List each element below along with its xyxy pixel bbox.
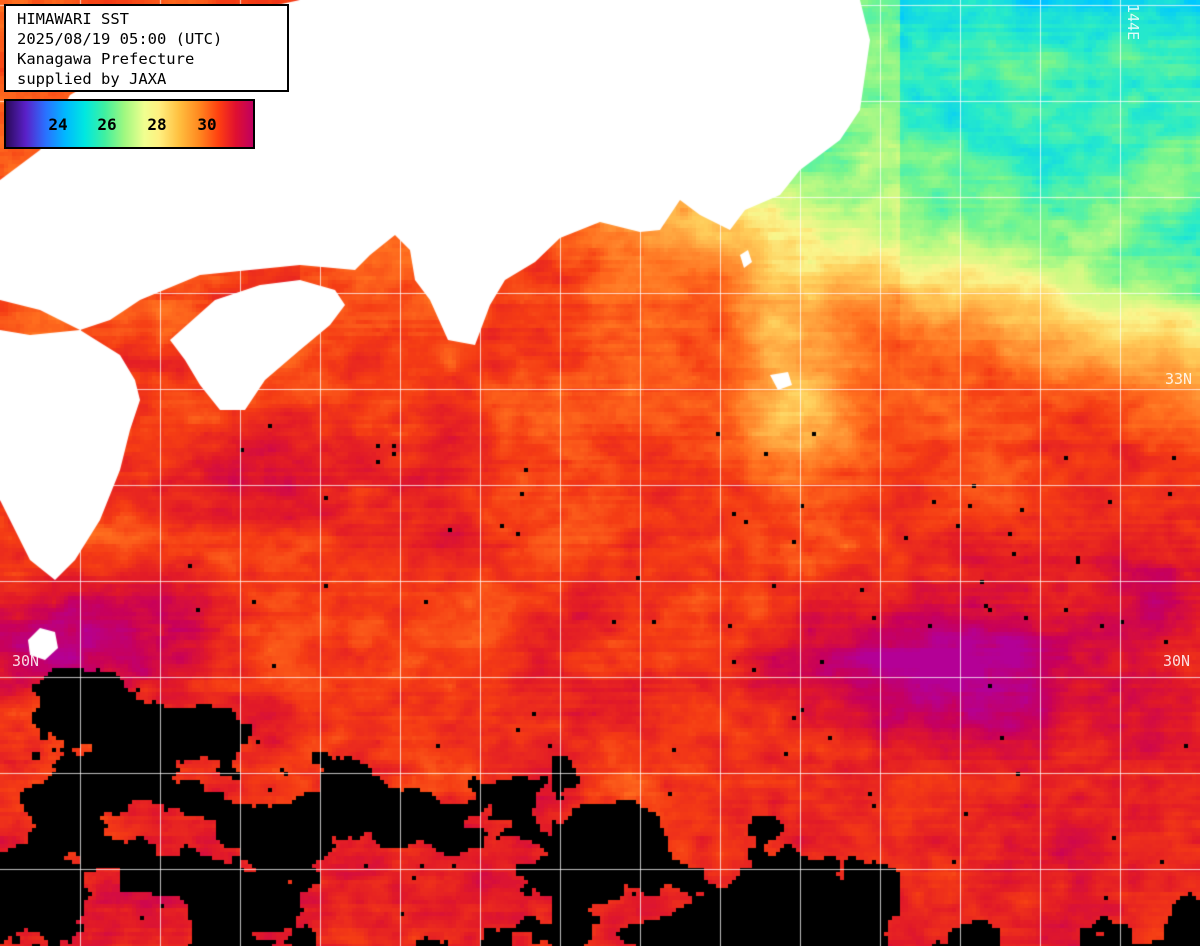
colorbar-tick-28: 28 <box>147 115 167 134</box>
color-scale-legend: 24 26 28 30 <box>4 99 255 149</box>
lat-label-30n-right: 30N <box>1163 652 1191 670</box>
info-box: HIMAWARI SST 2025/08/19 05:00 (UTC) Kana… <box>4 4 289 92</box>
colorbar-tick-26: 26 <box>97 115 117 134</box>
region-text: Kanagawa Prefecture <box>17 50 195 68</box>
lat-label-33n-right: 33N <box>1165 370 1193 388</box>
lon-label-136e: 136E <box>480 2 498 39</box>
title-text: HIMAWARI SST <box>17 10 129 28</box>
colorbar-tick-30: 30 <box>197 115 217 134</box>
supplier-text: supplied by JAXA <box>17 70 167 88</box>
lat-label-33-left: 33 <box>10 372 29 390</box>
datetime-text: 2025/08/19 05:00 (UTC) <box>17 30 223 48</box>
lat-label-30n-left: 30N <box>12 652 40 670</box>
colorbar-tick-24: 24 <box>48 115 68 134</box>
lon-label-144e: 144E <box>1124 4 1142 41</box>
